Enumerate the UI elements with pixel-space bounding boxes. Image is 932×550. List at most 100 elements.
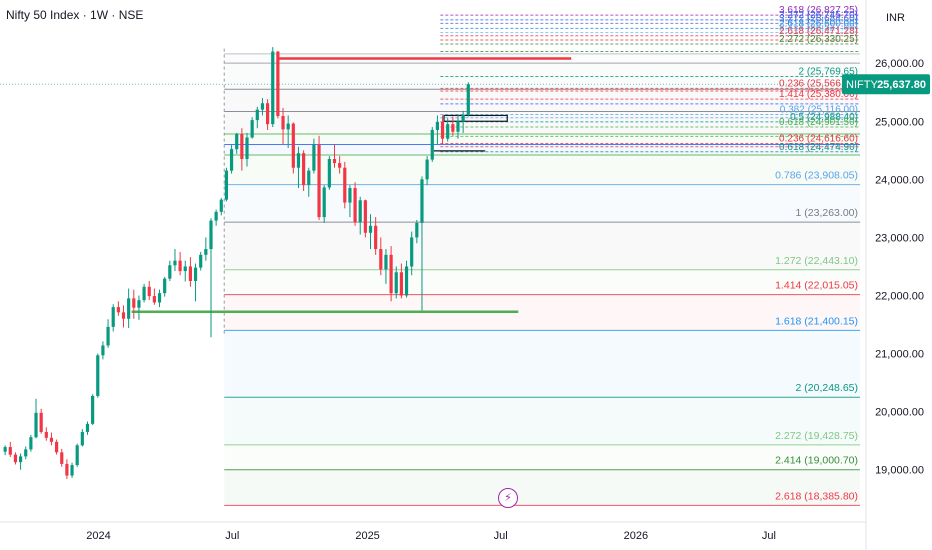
fib-retracement-layer: 0.786 (23,908.05) 1 (23,263.00) 1.272 (22,… [223, 48, 860, 506]
fib-fill-band [224, 134, 861, 145]
fib-fill-band [224, 111, 861, 135]
candle-body [70, 465, 74, 476]
currency-label[interactable]: INR [886, 12, 905, 24]
fib-fill-band [224, 89, 861, 112]
candle-body [343, 167, 347, 203]
fib-extension-label: 3.272 (26,684.60) [779, 13, 858, 24]
candle-body [163, 278, 167, 294]
candle-body [44, 431, 48, 438]
fib-fill-band [224, 269, 861, 295]
candle-body [34, 412, 38, 438]
candle-body [451, 124, 455, 132]
fib-level-label: 2.272 (19,428.75) [775, 430, 858, 442]
y-tick-label: 22,000.00 [875, 290, 924, 302]
time-axis-bg [0, 522, 866, 550]
candle-body [296, 153, 301, 168]
consolidation-box [443, 114, 508, 122]
candle-body [312, 144, 316, 171]
candle-body [127, 298, 131, 319]
candle-body [193, 267, 198, 281]
candle-body [317, 144, 321, 218]
lightning-icon[interactable]: ⚡ [498, 488, 518, 508]
fib-extension-layer: 3.618 (26,827.25)3.272 (26,745.70)3.272 … [440, 5, 860, 153]
price-tag-symbol: NIFTY [846, 79, 878, 91]
candle-body [3, 447, 7, 452]
candle-body [60, 452, 64, 464]
y-tick-label: 23,000.00 [875, 232, 924, 244]
fib-level-label: 1.618 (21,400.15) [775, 315, 858, 327]
candles-layer [3, 47, 470, 480]
candle-body [132, 298, 136, 308]
chart-title: Nifty 50 Index · 1W · NSE [6, 8, 144, 22]
candle-body [49, 437, 54, 442]
candle-body [255, 109, 259, 121]
y-tick-label: 19,000.00 [875, 465, 924, 477]
y-tick-label: 21,000.00 [875, 349, 924, 361]
candle-body [147, 286, 151, 297]
price-tag-value: 25,637.80 [877, 79, 926, 91]
candle-body [168, 265, 172, 279]
candle-body [415, 222, 419, 238]
candle-body [404, 266, 409, 296]
x-tick-label: Jul [494, 530, 508, 542]
fib-extension-label: 0.382 (25,116.00) [780, 105, 858, 116]
candle-body [65, 463, 69, 476]
drawing-layer [131, 57, 572, 314]
candle-body [13, 454, 18, 463]
fib-level-label: 1.414 (22,015.05) [775, 280, 858, 292]
candle-body [96, 355, 100, 396]
fib-fill-band [224, 444, 861, 470]
candle-body [260, 103, 265, 110]
candle-body [322, 187, 326, 218]
candle-body [271, 51, 275, 125]
candle-body [435, 121, 440, 130]
candle-body [18, 456, 23, 463]
fib-extension-label: 2.618 (26,600.00) [779, 18, 858, 29]
fib-level-label: 0.786 (23,908.05) [775, 170, 858, 182]
candle-body [332, 159, 337, 164]
candle-body [229, 149, 234, 171]
candle-body [410, 237, 414, 267]
fib-extension-label: 2.272 (26,330.25) [779, 34, 858, 45]
candle-body [219, 199, 223, 212]
candle-body [214, 211, 218, 221]
candle-body [24, 449, 28, 457]
y-tick-label: 24,000.00 [875, 174, 924, 186]
candle-body [137, 300, 141, 308]
candle-body [75, 445, 79, 466]
fib-fill-band [224, 144, 861, 155]
fib-fill-band [224, 330, 861, 398]
fib-extension-label: 0.236 (24,616.60) [779, 134, 858, 145]
y-tick-label: 25,000.00 [875, 116, 924, 128]
fib-fill-layer [224, 53, 861, 506]
candle-body [353, 188, 357, 223]
candle-body [101, 345, 105, 356]
candle-body [209, 220, 213, 250]
candle-body [240, 134, 244, 160]
x-tick-label: 2026 [624, 530, 648, 542]
candle-body [235, 134, 239, 150]
candle-body [178, 260, 182, 272]
candle-body [379, 249, 383, 270]
candle-body [456, 121, 460, 132]
fib-level-label: 2 (20,248.65) [796, 382, 858, 394]
candle-body [368, 225, 373, 233]
candle-body [224, 170, 229, 200]
candle-body [250, 120, 254, 138]
x-tick-label: 2024 [86, 530, 110, 542]
fib-extension-label: 2 (25,769.65) [799, 67, 859, 78]
candle-body [204, 249, 208, 255]
candle-body [307, 170, 311, 186]
fib-level-label: 1.272 (22,443.10) [775, 255, 858, 267]
candle-body [111, 307, 115, 327]
candle-body [80, 431, 84, 446]
candle-body [173, 260, 177, 266]
candle-body [394, 272, 398, 294]
candle-body [245, 137, 249, 160]
candle-body [399, 272, 403, 296]
candle-body [302, 153, 306, 186]
candle-body [265, 103, 270, 125]
candle-body [286, 123, 290, 130]
